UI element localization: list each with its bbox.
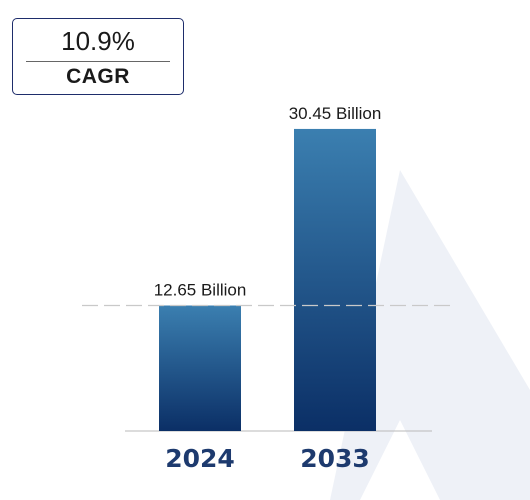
cagr-divider <box>26 61 170 62</box>
category-label-2024: 2024 <box>165 444 235 473</box>
value-label-2033: 30.45 Billion <box>289 104 382 123</box>
bar-2024 <box>159 305 241 431</box>
cagr-value: 10.9% <box>61 26 135 56</box>
background-watermark <box>330 170 530 500</box>
category-label-2033: 2033 <box>300 444 370 473</box>
bar-2033 <box>294 128 376 431</box>
cagr-badge: 10.9% CAGR <box>12 18 184 95</box>
value-label-2024: 12.65 Billion <box>154 281 247 300</box>
cagr-label: CAGR <box>66 65 130 88</box>
